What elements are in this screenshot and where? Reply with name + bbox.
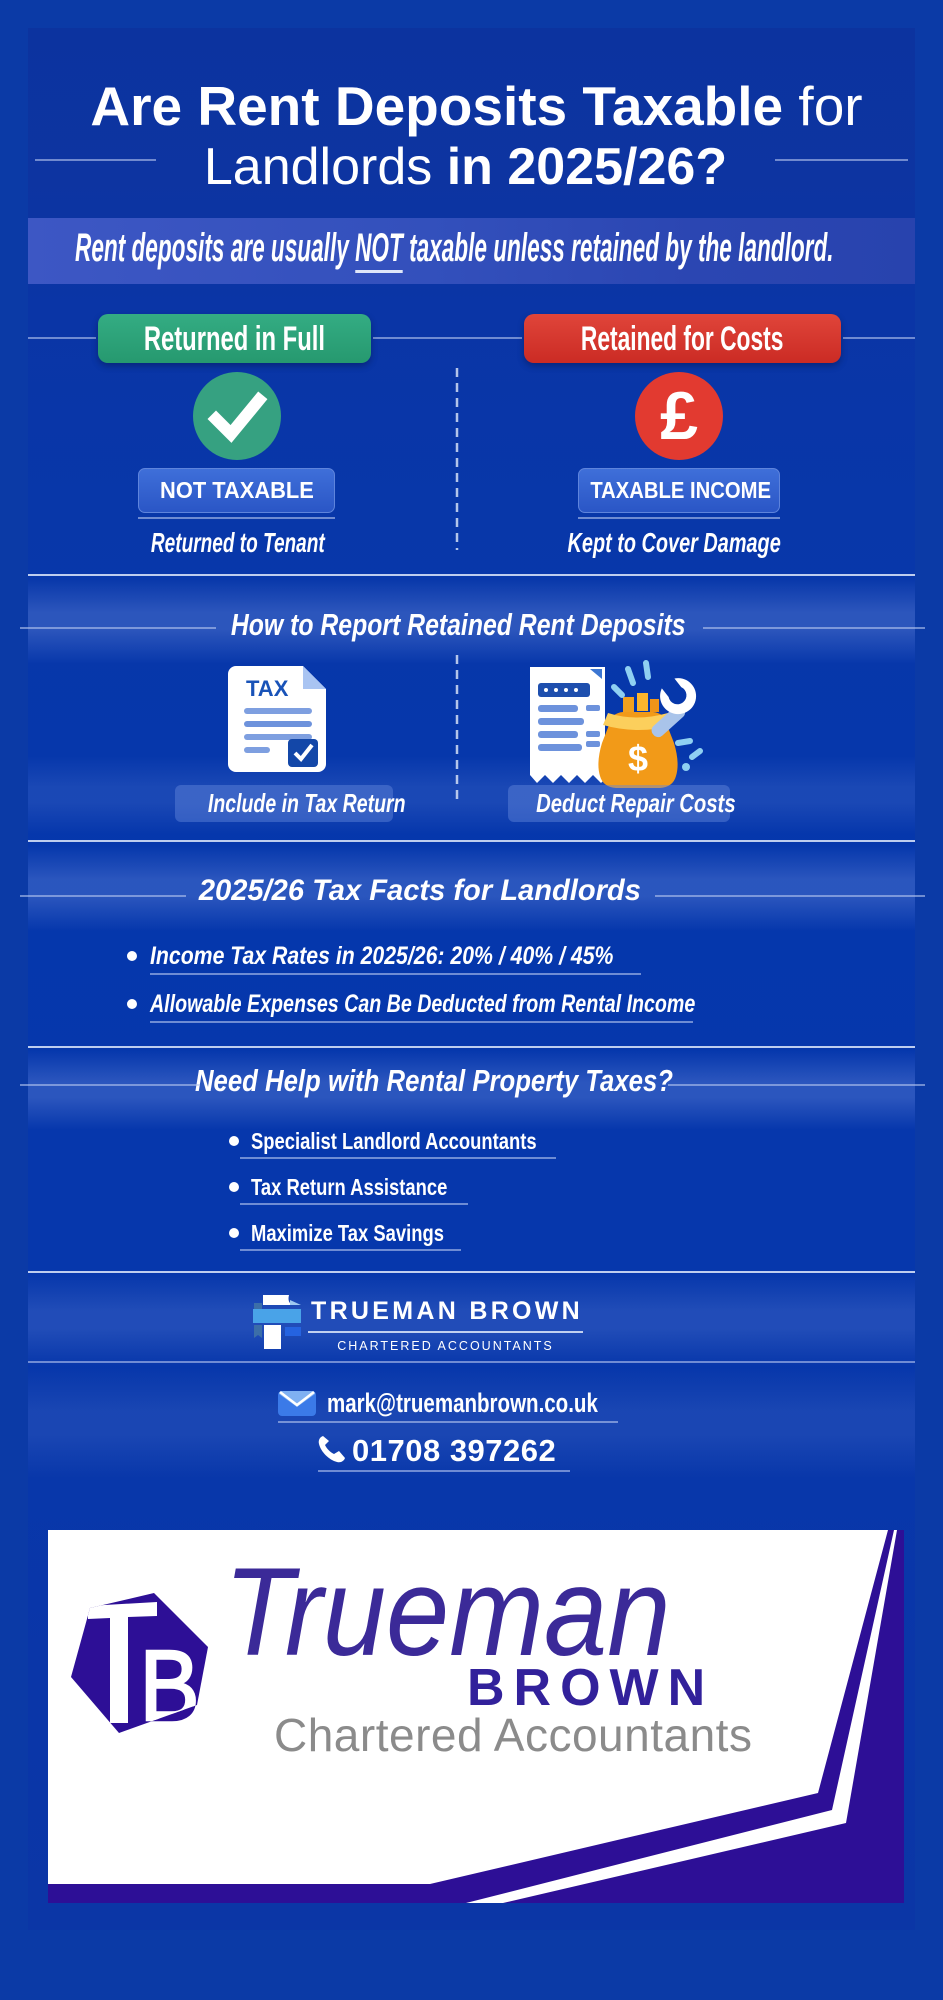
svg-text:B: B — [140, 1631, 200, 1742]
svg-text:TAX: TAX — [246, 676, 289, 701]
svg-text:$: $ — [628, 738, 648, 779]
svg-text:BROWN: BROWN — [467, 1659, 714, 1717]
svg-text:Chartered Accountants: Chartered Accountants — [274, 1709, 752, 1761]
svg-text:£: £ — [660, 378, 698, 454]
svg-text:Trueman: Trueman — [224, 1543, 671, 1682]
